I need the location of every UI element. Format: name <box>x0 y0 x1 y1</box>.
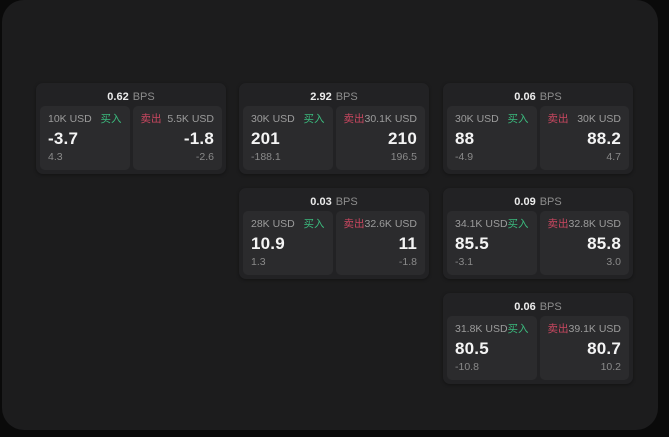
bps-value: 0.09 <box>514 195 536 208</box>
card-header: 2.92 BPS <box>243 87 425 106</box>
sell-side-label: 卖出 <box>547 218 569 230</box>
quote-card: 0.03 BPS 28K USD 买入 10.9 1.3 卖出 32.6K US… <box>239 188 429 279</box>
buy-price: -3.7 <box>48 128 79 148</box>
bps-unit: BPS <box>335 90 358 103</box>
buy-sub-value: 4.3 <box>48 151 63 164</box>
quote-card: 2.92 BPS 30K USD 买入 201 -188.1 卖出 30.1K … <box>239 83 429 174</box>
sell-amount: 32.8K USD <box>568 218 622 230</box>
bps-value: 0.06 <box>514 300 536 313</box>
sell-panel[interactable]: 卖出 30.1K USD 210 196.5 <box>335 106 425 170</box>
sell-panel[interactable]: 卖出 32.6K USD 11 -1.8 <box>335 211 425 275</box>
bps-unit: BPS <box>132 90 155 103</box>
buy-amount: 30K USD <box>251 113 295 125</box>
buy-amount: 28K USD <box>251 218 295 230</box>
sell-sub-value: -2.6 <box>195 151 214 164</box>
quote-card: 0.09 BPS 34.1K USD 买入 85.5 -3.1 卖出 32.8K… <box>443 188 633 279</box>
buy-sell-panels: 30K USD 买入 88 -4.9 卖出 30K USD 88.2 4.7 <box>447 106 629 170</box>
card-header: 0.09 BPS <box>447 192 629 211</box>
quote-card: 0.06 BPS 31.8K USD 买入 80.5 -10.8 卖出 39.1… <box>443 293 633 384</box>
quote-card: 0.06 BPS 30K USD 买入 88 -4.9 卖出 30K USD 8… <box>443 83 633 174</box>
buy-sell-panels: 30K USD 买入 201 -188.1 卖出 30.1K USD 210 1… <box>243 106 425 170</box>
buy-sub-value: 1.3 <box>251 256 266 269</box>
buy-panel[interactable]: 34.1K USD 买入 85.5 -3.1 <box>447 211 537 275</box>
sell-amount: 39.1K USD <box>568 323 622 335</box>
bps-value: 0.06 <box>514 90 536 103</box>
buy-sell-panels: 10K USD 买入 -3.7 4.3 卖出 5.5K USD -1.8 -2.… <box>40 106 222 170</box>
sell-price: 85.8 <box>587 233 621 253</box>
buy-sell-panels: 31.8K USD 买入 80.5 -10.8 卖出 39.1K USD 80.… <box>447 316 629 380</box>
buy-sell-panels: 34.1K USD 买入 85.5 -3.1 卖出 32.8K USD 85.8… <box>447 211 629 275</box>
buy-side-label: 买入 <box>507 113 529 125</box>
buy-panel[interactable]: 10K USD 买入 -3.7 4.3 <box>40 106 130 170</box>
sell-sub-value: 10.2 <box>600 361 621 374</box>
sell-panel[interactable]: 卖出 32.8K USD 85.8 3.0 <box>539 211 629 275</box>
sell-sub-value: 4.7 <box>606 151 621 164</box>
buy-price: 201 <box>251 128 280 148</box>
card-header: 0.06 BPS <box>447 87 629 106</box>
sell-sub-value: -1.8 <box>398 256 417 269</box>
buy-side-label: 买入 <box>507 218 529 230</box>
buy-panel[interactable]: 31.8K USD 买入 80.5 -10.8 <box>447 316 537 380</box>
bps-unit: BPS <box>539 300 562 313</box>
buy-side-label: 买入 <box>507 323 529 335</box>
buy-amount: 31.8K USD <box>455 323 508 335</box>
sell-side-label: 卖出 <box>343 113 365 125</box>
sell-price: 80.7 <box>587 338 621 358</box>
buy-price: 88 <box>455 128 475 148</box>
sell-price: 11 <box>398 233 417 253</box>
buy-price: 10.9 <box>251 233 285 253</box>
sell-amount: 5.5K USD <box>167 113 214 125</box>
buy-panel[interactable]: 28K USD 买入 10.9 1.3 <box>243 211 333 275</box>
sell-side-label: 卖出 <box>140 113 162 125</box>
bps-unit: BPS <box>539 90 562 103</box>
sell-amount: 30.1K USD <box>364 113 418 125</box>
buy-price: 80.5 <box>455 338 489 358</box>
buy-sub-value: -3.1 <box>455 256 474 269</box>
sell-sub-value: 3.0 <box>606 256 621 269</box>
sell-amount: 30K USD <box>577 113 621 125</box>
sell-price: 210 <box>388 128 417 148</box>
sell-sub-value: 196.5 <box>390 151 417 164</box>
sell-price: -1.8 <box>183 128 214 148</box>
sell-side-label: 卖出 <box>547 113 569 125</box>
bps-unit: BPS <box>539 195 562 208</box>
sell-side-label: 卖出 <box>547 323 569 335</box>
bps-unit: BPS <box>335 195 358 208</box>
sell-panel[interactable]: 卖出 39.1K USD 80.7 10.2 <box>539 316 629 380</box>
buy-amount: 34.1K USD <box>455 218 508 230</box>
bps-value: 0.62 <box>107 90 129 103</box>
buy-price: 85.5 <box>455 233 489 253</box>
card-header: 0.62 BPS <box>40 87 222 106</box>
main-panel: 0.62 BPS 10K USD 买入 -3.7 4.3 卖出 5.5K USD… <box>2 0 658 430</box>
bps-value: 0.03 <box>310 195 332 208</box>
buy-side-label: 买入 <box>100 113 122 125</box>
bps-value: 2.92 <box>310 90 332 103</box>
buy-sub-value: -188.1 <box>251 151 281 164</box>
buy-amount: 10K USD <box>48 113 92 125</box>
cards-layer: 0.62 BPS 10K USD 买入 -3.7 4.3 卖出 5.5K USD… <box>2 0 658 430</box>
buy-side-label: 买入 <box>303 113 325 125</box>
buy-sub-value: -4.9 <box>455 151 474 164</box>
sell-price: 88.2 <box>587 128 621 148</box>
buy-panel[interactable]: 30K USD 买入 88 -4.9 <box>447 106 537 170</box>
buy-sub-value: -10.8 <box>455 361 479 374</box>
buy-amount: 30K USD <box>455 113 499 125</box>
buy-sell-panels: 28K USD 买入 10.9 1.3 卖出 32.6K USD 11 -1.8 <box>243 211 425 275</box>
sell-amount: 32.6K USD <box>364 218 418 230</box>
sell-panel[interactable]: 卖出 5.5K USD -1.8 -2.6 <box>132 106 222 170</box>
buy-panel[interactable]: 30K USD 买入 201 -188.1 <box>243 106 333 170</box>
card-header: 0.03 BPS <box>243 192 425 211</box>
card-header: 0.06 BPS <box>447 297 629 316</box>
sell-panel[interactable]: 卖出 30K USD 88.2 4.7 <box>539 106 629 170</box>
buy-side-label: 买入 <box>303 218 325 230</box>
sell-side-label: 卖出 <box>343 218 365 230</box>
quote-card: 0.62 BPS 10K USD 买入 -3.7 4.3 卖出 5.5K USD… <box>36 83 226 174</box>
